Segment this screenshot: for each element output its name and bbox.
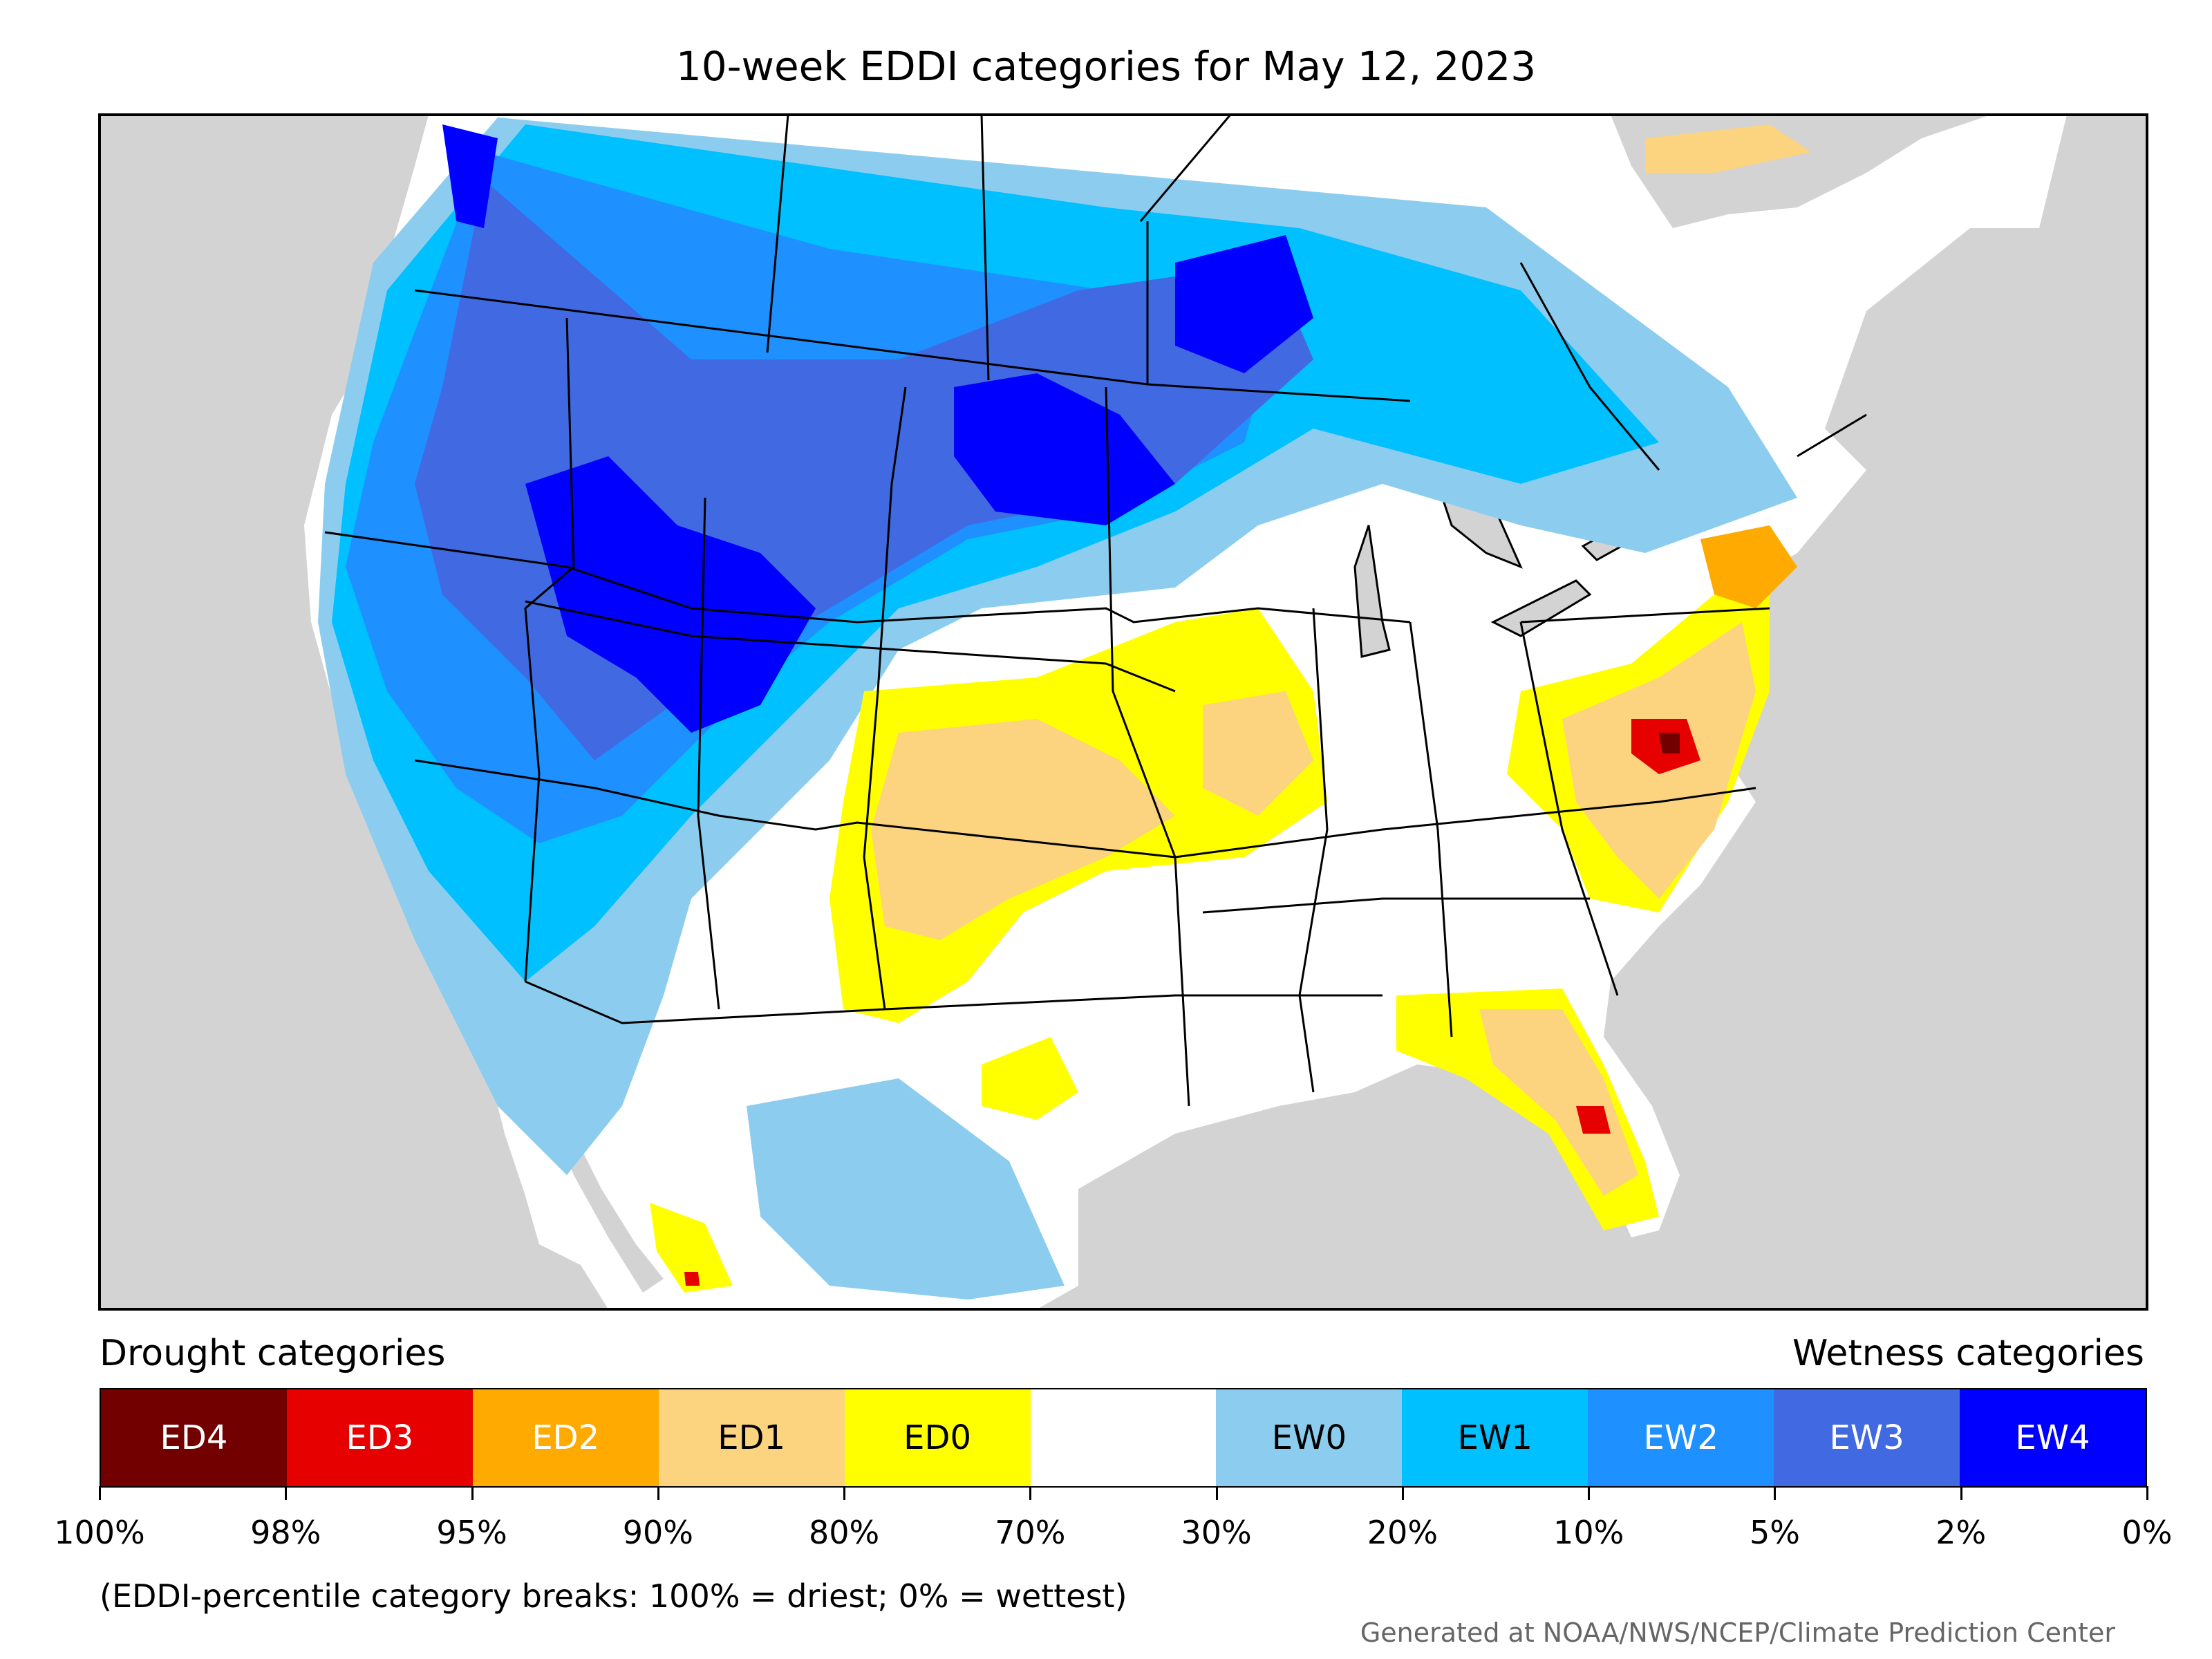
map-frame <box>98 113 2148 1311</box>
credit-line: Generated at NOAA/NWS/NCEP/Climate Predi… <box>1360 1618 2115 1648</box>
colorbar-tick-label: 70% <box>995 1514 1066 1551</box>
category-cell-ew0: EW0 <box>1216 1389 1403 1486</box>
category-colorbar: ED4 ED3 ED2 ED1 ED0 EW0 EW1 EW2 EW3 EW4 <box>100 1388 2147 1488</box>
colorbar-tick <box>1774 1486 1777 1500</box>
colorbar-tick-label: 20% <box>1367 1514 1438 1551</box>
colorbar-tick-label: 95% <box>436 1514 507 1551</box>
map-title: 10-week EDDI categories for May 12, 2023 <box>675 43 1537 90</box>
colorbar-tick-label: 98% <box>250 1514 321 1551</box>
colorbar-tick-label: 80% <box>808 1514 880 1551</box>
colorbar-tick <box>2146 1486 2148 1500</box>
colorbar-ticks <box>99 1486 2148 1500</box>
colorbar-tick <box>1588 1486 1591 1500</box>
colorbar-tick <box>285 1486 288 1500</box>
colorbar-tick-label: 0% <box>2121 1514 2173 1551</box>
colorbar-tick <box>657 1486 659 1500</box>
eddi-map <box>98 113 2148 1311</box>
colorbar-tick-label: 100% <box>54 1514 145 1551</box>
colorbar-tick <box>1401 1486 1404 1500</box>
colorbar-tick-label: 5% <box>1749 1514 1800 1551</box>
category-cell-ed2: ED2 <box>472 1389 659 1486</box>
colorbar-tick <box>1960 1486 1962 1500</box>
category-cell-ed1: ED1 <box>658 1389 845 1486</box>
colorbar-tick <box>843 1486 846 1500</box>
colorbar-tick-label: 10% <box>1553 1514 1624 1551</box>
category-cell-ed0: ED0 <box>844 1389 1031 1486</box>
category-note: (EDDI-percentile category breaks: 100% =… <box>100 1577 1127 1615</box>
category-cell-ew4: EW4 <box>1960 1389 2146 1486</box>
category-cell-ed3: ED3 <box>286 1389 473 1486</box>
state-borders <box>324 114 1867 1107</box>
category-cell-ed4: ED4 <box>101 1389 287 1486</box>
category-cell-ew2: EW2 <box>1588 1389 1774 1486</box>
category-cell-normal <box>1030 1389 1217 1486</box>
colorbar-tick-label: 90% <box>622 1514 693 1551</box>
drought-categories-heading: Drought categories <box>100 1333 446 1374</box>
colorbar-tick-label: 2% <box>1936 1514 1987 1551</box>
category-cell-ew3: EW3 <box>1774 1389 1960 1486</box>
drought-regions <box>650 124 1811 1293</box>
colorbar-tick <box>1029 1486 1032 1500</box>
wetness-categories-heading: Wetness categories <box>1792 1333 2144 1374</box>
colorbar-tick <box>471 1486 474 1500</box>
wetness-regions <box>318 118 1797 1300</box>
category-cell-ew1: EW1 <box>1402 1389 1588 1486</box>
colorbar-tick <box>1215 1486 1218 1500</box>
colorbar-tick-label: 30% <box>1181 1514 1252 1551</box>
colorbar-tick <box>99 1486 101 1500</box>
